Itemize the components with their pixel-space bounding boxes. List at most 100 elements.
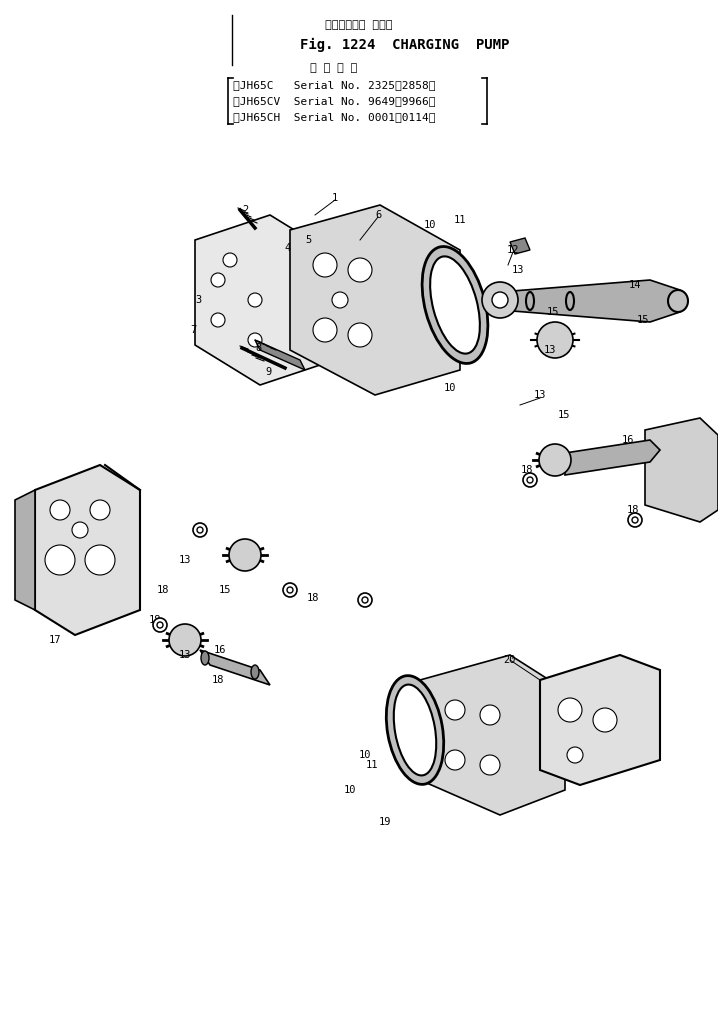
Polygon shape bbox=[255, 340, 305, 370]
Text: 1: 1 bbox=[332, 193, 338, 203]
Text: 13: 13 bbox=[179, 555, 191, 565]
Text: 18: 18 bbox=[307, 593, 320, 603]
Circle shape bbox=[593, 708, 617, 732]
Circle shape bbox=[229, 539, 261, 571]
Circle shape bbox=[480, 705, 500, 725]
Polygon shape bbox=[35, 465, 140, 635]
Circle shape bbox=[153, 618, 167, 632]
Circle shape bbox=[358, 593, 372, 607]
Circle shape bbox=[539, 444, 571, 476]
Circle shape bbox=[348, 258, 372, 282]
Circle shape bbox=[223, 253, 237, 267]
Text: 11: 11 bbox=[365, 760, 378, 770]
Text: 9: 9 bbox=[265, 367, 271, 377]
Text: 6: 6 bbox=[375, 210, 381, 220]
Text: チャージング ポンプ: チャージング ポンプ bbox=[325, 20, 393, 30]
Text: 13: 13 bbox=[179, 650, 191, 660]
Text: 17: 17 bbox=[49, 635, 61, 645]
Circle shape bbox=[567, 747, 583, 763]
Ellipse shape bbox=[393, 684, 437, 775]
Circle shape bbox=[211, 273, 225, 287]
Circle shape bbox=[527, 477, 533, 483]
Circle shape bbox=[482, 282, 518, 318]
Text: 5: 5 bbox=[305, 235, 311, 245]
Circle shape bbox=[283, 583, 297, 597]
Circle shape bbox=[248, 333, 262, 347]
Ellipse shape bbox=[201, 651, 209, 665]
Text: 8: 8 bbox=[255, 343, 261, 353]
Text: 13: 13 bbox=[544, 345, 556, 355]
Text: 12: 12 bbox=[507, 245, 519, 255]
Polygon shape bbox=[195, 215, 335, 385]
Text: （JH65CH  Serial No. 0001～0114）: （JH65CH Serial No. 0001～0114） bbox=[233, 112, 436, 122]
Text: 16: 16 bbox=[214, 645, 226, 655]
Circle shape bbox=[193, 523, 207, 537]
Circle shape bbox=[313, 253, 337, 277]
Text: （JH65CV  Serial No. 9649～9966）: （JH65CV Serial No. 9649～9966） bbox=[233, 96, 436, 106]
Circle shape bbox=[445, 750, 465, 770]
Circle shape bbox=[558, 698, 582, 722]
Text: 15: 15 bbox=[219, 585, 231, 595]
Ellipse shape bbox=[430, 257, 480, 353]
Circle shape bbox=[537, 322, 573, 358]
Text: 7: 7 bbox=[190, 325, 196, 335]
Polygon shape bbox=[15, 490, 35, 610]
Circle shape bbox=[492, 292, 508, 308]
Ellipse shape bbox=[668, 290, 688, 312]
Circle shape bbox=[157, 622, 163, 628]
Text: 15: 15 bbox=[558, 410, 570, 420]
Circle shape bbox=[445, 700, 465, 720]
Text: 10: 10 bbox=[424, 220, 437, 230]
Text: 13: 13 bbox=[533, 390, 546, 400]
Circle shape bbox=[211, 313, 225, 327]
Text: 適 用 号 機: 適 用 号 機 bbox=[310, 63, 358, 73]
Text: 20: 20 bbox=[504, 655, 516, 665]
Text: 18: 18 bbox=[212, 675, 224, 685]
Circle shape bbox=[197, 527, 203, 533]
Text: 10: 10 bbox=[444, 383, 456, 393]
Circle shape bbox=[480, 755, 500, 775]
Circle shape bbox=[332, 292, 348, 308]
Text: 2: 2 bbox=[242, 205, 248, 215]
Text: 11: 11 bbox=[454, 215, 466, 225]
Ellipse shape bbox=[422, 247, 488, 363]
Circle shape bbox=[362, 597, 368, 603]
Text: 13: 13 bbox=[512, 265, 524, 275]
Text: 18: 18 bbox=[521, 465, 533, 475]
Polygon shape bbox=[200, 650, 270, 685]
Circle shape bbox=[72, 522, 88, 538]
Polygon shape bbox=[500, 280, 680, 322]
Text: 4: 4 bbox=[285, 243, 291, 253]
Text: （JH65C   Serial No. 2325～2858）: （JH65C Serial No. 2325～2858） bbox=[233, 80, 436, 90]
Text: 16: 16 bbox=[622, 435, 634, 445]
Text: 18: 18 bbox=[157, 585, 169, 595]
Circle shape bbox=[287, 587, 293, 593]
Circle shape bbox=[628, 513, 642, 527]
Text: 15: 15 bbox=[546, 307, 559, 317]
Circle shape bbox=[85, 545, 115, 576]
Text: 3: 3 bbox=[195, 295, 201, 304]
Polygon shape bbox=[510, 238, 530, 254]
Polygon shape bbox=[540, 655, 660, 785]
Polygon shape bbox=[420, 655, 565, 815]
Text: 15: 15 bbox=[637, 315, 649, 325]
Text: 10: 10 bbox=[359, 750, 371, 760]
Text: 10: 10 bbox=[344, 785, 356, 795]
Text: 14: 14 bbox=[629, 280, 641, 290]
Polygon shape bbox=[565, 439, 660, 475]
Ellipse shape bbox=[386, 676, 444, 785]
Polygon shape bbox=[645, 418, 718, 522]
Text: 18: 18 bbox=[627, 505, 639, 515]
Circle shape bbox=[523, 473, 537, 487]
Circle shape bbox=[313, 318, 337, 342]
Circle shape bbox=[45, 545, 75, 576]
Text: Fig. 1224  CHARGING  PUMP: Fig. 1224 CHARGING PUMP bbox=[300, 38, 509, 52]
Circle shape bbox=[632, 517, 638, 523]
Text: 19: 19 bbox=[379, 817, 391, 827]
Circle shape bbox=[169, 624, 201, 656]
Polygon shape bbox=[290, 205, 460, 395]
Circle shape bbox=[50, 500, 70, 520]
Ellipse shape bbox=[251, 665, 259, 679]
Circle shape bbox=[348, 323, 372, 347]
Circle shape bbox=[248, 293, 262, 307]
